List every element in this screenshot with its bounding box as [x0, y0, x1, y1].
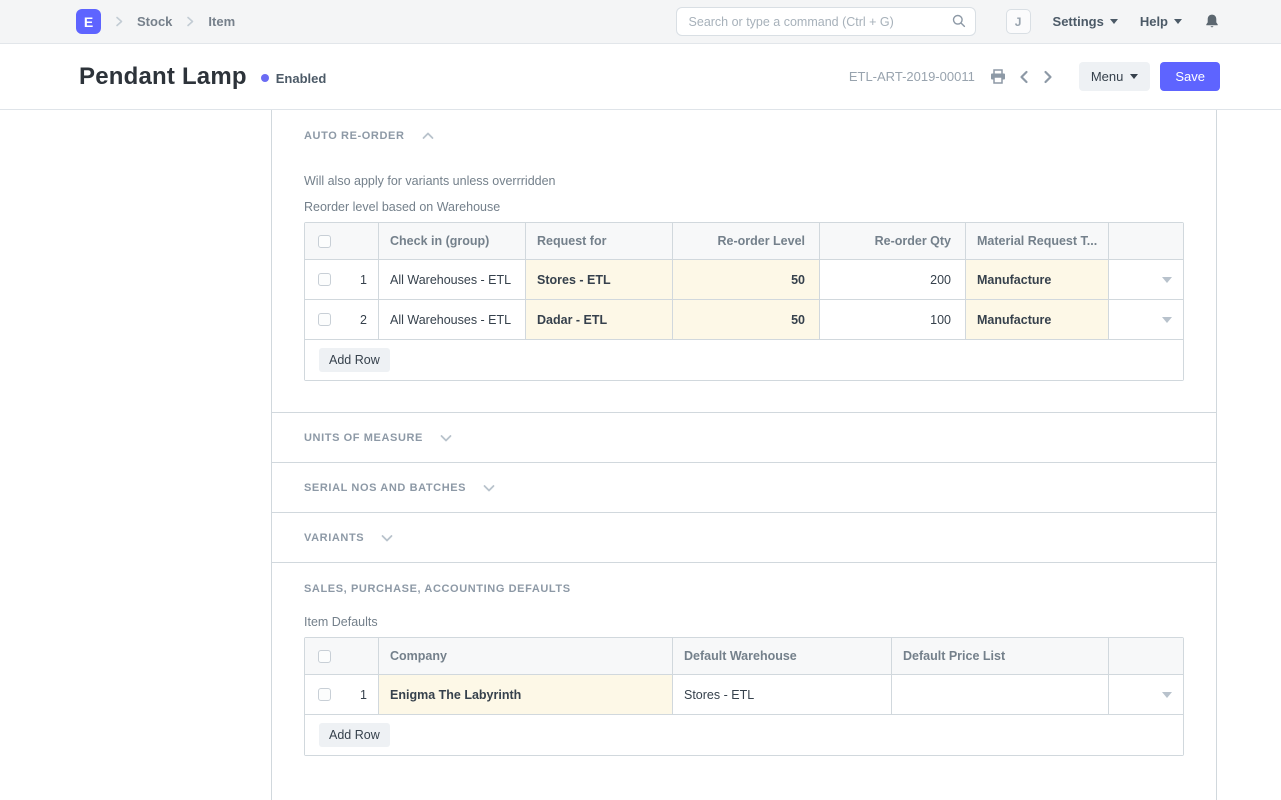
- grid-header-row: Company Default Warehouse Default Price …: [305, 638, 1183, 675]
- column-header: Re-order Level: [673, 223, 820, 259]
- section-title: AUTO RE-ORDER: [304, 130, 405, 142]
- cell-request-for[interactable]: Dadar - ETL: [526, 300, 673, 339]
- form-content: AUTO RE-ORDER Will also apply for varian…: [0, 110, 1281, 800]
- row-expand-icon[interactable]: [1162, 317, 1172, 323]
- chevron-down-icon: [1174, 19, 1182, 24]
- column-header: Material Request T...: [966, 223, 1109, 259]
- select-all-checkbox[interactable]: [318, 235, 331, 248]
- cell-request-for[interactable]: Stores - ETL: [526, 260, 673, 299]
- row-index: 1: [331, 688, 367, 702]
- section-auto-reorder-toggle[interactable]: AUTO RE-ORDER: [304, 130, 1184, 142]
- cell-check-in[interactable]: All Warehouses - ETL: [379, 260, 526, 299]
- chevron-down-icon: [1130, 74, 1138, 79]
- item-defaults-label: Item Defaults: [304, 615, 1184, 629]
- section-title: SERIAL NOS AND BATCHES: [304, 482, 466, 494]
- cell-reorder-level[interactable]: 50: [673, 300, 820, 339]
- table-row: 1 All Warehouses - ETL Stores - ETL 50 2…: [305, 260, 1183, 300]
- top-navbar: E Stock Item J Settings Help: [0, 0, 1281, 44]
- cell-material-request-type[interactable]: Manufacture: [966, 300, 1109, 339]
- status-label: Enabled: [276, 71, 327, 86]
- chevron-down-icon: [380, 532, 394, 544]
- status-badge: Enabled: [261, 71, 327, 86]
- chevron-down-icon: [1110, 19, 1118, 24]
- row-index: 1: [331, 273, 367, 287]
- menu-button[interactable]: Menu: [1079, 62, 1151, 91]
- cell-material-request-type[interactable]: Manufacture: [966, 260, 1109, 299]
- page-head: Pendant Lamp Enabled ETL-ART-2019-00011 …: [0, 44, 1281, 110]
- row-expand-icon[interactable]: [1162, 692, 1172, 698]
- section-description: Will also apply for variants unless over…: [304, 174, 1184, 188]
- section-defaults-toggle[interactable]: SALES, PURCHASE, ACCOUNTING DEFAULTS: [304, 583, 1184, 595]
- section-defaults: SALES, PURCHASE, ACCOUNTING DEFAULTS Ite…: [272, 563, 1216, 756]
- settings-menu[interactable]: Settings: [1053, 14, 1118, 29]
- section-auto-reorder: AUTO RE-ORDER Will also apply for varian…: [272, 110, 1216, 413]
- section-title: UNITS OF MEASURE: [304, 432, 423, 444]
- grid-header-row: Check in (group) Request for Re-order Le…: [305, 223, 1183, 260]
- menu-button-label: Menu: [1091, 69, 1124, 84]
- section-units-of-measure: UNITS OF MEASURE: [272, 413, 1216, 463]
- avatar[interactable]: J: [1006, 9, 1031, 34]
- section-serial-nos-batches: SERIAL NOS AND BATCHES: [272, 463, 1216, 513]
- document-id: ETL-ART-2019-00011: [849, 69, 975, 84]
- reorder-grid: Check in (group) Request for Re-order Le…: [304, 222, 1184, 381]
- cell-reorder-qty[interactable]: 200: [820, 260, 966, 299]
- grid-footer: Add Row: [305, 715, 1183, 755]
- app-logo[interactable]: E: [76, 9, 101, 34]
- settings-label: Settings: [1053, 14, 1104, 29]
- breadcrumb-stock[interactable]: Stock: [137, 14, 172, 29]
- chevron-down-icon: [482, 482, 496, 494]
- next-document-icon[interactable]: [1041, 69, 1055, 85]
- select-all-checkbox[interactable]: [318, 650, 331, 663]
- cell-reorder-level[interactable]: 50: [673, 260, 820, 299]
- add-row-button[interactable]: Add Row: [319, 723, 390, 747]
- section-serial-nos-batches-toggle[interactable]: SERIAL NOS AND BATCHES: [304, 482, 496, 494]
- add-row-button[interactable]: Add Row: [319, 348, 390, 372]
- search-icon[interactable]: [951, 13, 967, 29]
- help-label: Help: [1140, 14, 1168, 29]
- row-checkbox[interactable]: [318, 313, 331, 326]
- column-header: Request for: [526, 223, 673, 259]
- column-header: Default Warehouse: [673, 638, 892, 674]
- status-dot-icon: [261, 74, 269, 82]
- page-title: Pendant Lamp: [79, 63, 247, 91]
- cell-check-in[interactable]: All Warehouses - ETL: [379, 300, 526, 339]
- column-header: Check in (group): [379, 223, 526, 259]
- breadcrumb-chevron-icon: [113, 15, 125, 28]
- section-variants: VARIANTS: [272, 513, 1216, 563]
- breadcrumb-item[interactable]: Item: [208, 14, 235, 29]
- chevron-down-icon: [439, 432, 453, 444]
- search-input[interactable]: [676, 7, 976, 36]
- row-index: 2: [331, 313, 367, 327]
- table-row: 1 Enigma The Labyrinth Stores - ETL: [305, 675, 1183, 715]
- grid-footer: Add Row: [305, 340, 1183, 380]
- row-expand-icon[interactable]: [1162, 277, 1172, 283]
- breadcrumb-chevron-icon: [184, 15, 196, 28]
- section-variants-toggle[interactable]: VARIANTS: [304, 532, 394, 544]
- column-header: Company: [379, 638, 673, 674]
- section-title: SALES, PURCHASE, ACCOUNTING DEFAULTS: [304, 583, 571, 595]
- print-icon[interactable]: [989, 68, 1007, 85]
- cell-reorder-qty[interactable]: 100: [820, 300, 966, 339]
- row-checkbox[interactable]: [318, 688, 331, 701]
- cell-default-warehouse[interactable]: Stores - ETL: [673, 675, 892, 714]
- reorder-table-label: Reorder level based on Warehouse: [304, 200, 1184, 214]
- global-search: [676, 7, 976, 36]
- row-checkbox[interactable]: [318, 273, 331, 286]
- save-button[interactable]: Save: [1160, 62, 1220, 91]
- chevron-up-icon: [421, 130, 435, 142]
- notifications-bell-icon[interactable]: [1204, 13, 1220, 30]
- cell-default-price-list[interactable]: [892, 675, 1109, 714]
- help-menu[interactable]: Help: [1140, 14, 1182, 29]
- cell-company[interactable]: Enigma The Labyrinth: [379, 675, 673, 714]
- table-row: 2 All Warehouses - ETL Dadar - ETL 50 10…: [305, 300, 1183, 340]
- form-card: AUTO RE-ORDER Will also apply for varian…: [271, 110, 1217, 800]
- prev-document-icon[interactable]: [1017, 69, 1031, 85]
- section-units-of-measure-toggle[interactable]: UNITS OF MEASURE: [304, 432, 453, 444]
- column-header: Default Price List: [892, 638, 1109, 674]
- section-title: VARIANTS: [304, 532, 364, 544]
- item-defaults-grid: Company Default Warehouse Default Price …: [304, 637, 1184, 756]
- column-header: Re-order Qty: [820, 223, 966, 259]
